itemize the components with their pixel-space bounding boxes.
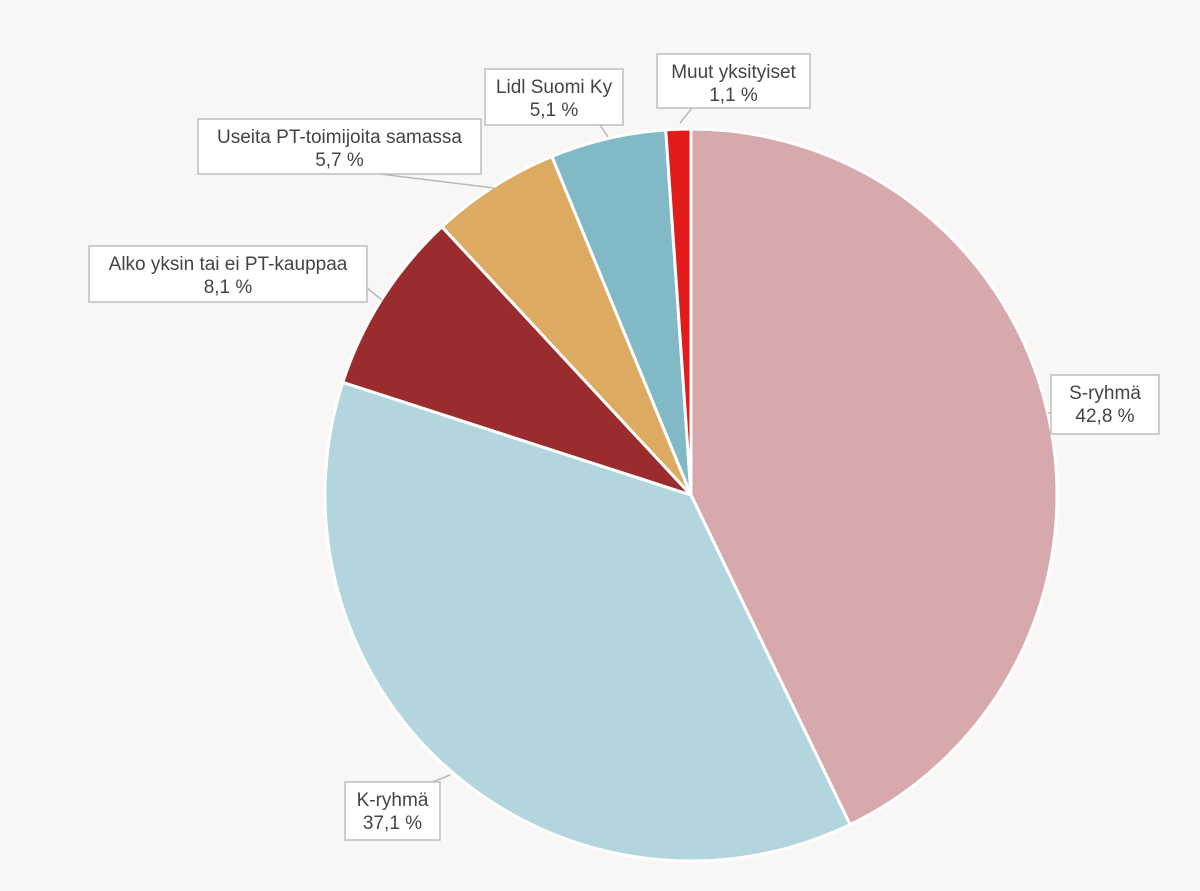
label-box bbox=[484, 68, 624, 126]
leader-line bbox=[599, 124, 609, 138]
slice-name-label: K-ryhmä bbox=[357, 790, 429, 811]
slice-name-label: S-ryhmä bbox=[1069, 383, 1141, 404]
label-box bbox=[88, 245, 368, 303]
slice-value-label: 8,1 % bbox=[204, 277, 253, 298]
leader-line bbox=[679, 107, 693, 124]
slice-name-label: Useita PT-toimijoita samassa bbox=[217, 127, 462, 148]
label-box bbox=[656, 53, 811, 109]
label-box bbox=[1050, 374, 1160, 435]
slice-value-label: 5,1 % bbox=[530, 100, 579, 121]
slice-name-label: Muut yksityiset bbox=[671, 62, 796, 83]
leader-line bbox=[366, 287, 383, 301]
label-box bbox=[344, 781, 441, 841]
pie-slice bbox=[323, 380, 852, 863]
slice-value-label: 42,8 % bbox=[1075, 406, 1134, 427]
slice-value-label: 1,1 % bbox=[709, 85, 758, 106]
leader-line bbox=[379, 173, 495, 189]
slice-value-label: 37,1 % bbox=[363, 813, 422, 834]
pie-slice bbox=[440, 154, 693, 497]
pie-slices bbox=[323, 127, 1059, 863]
slice-label: Lidl Suomi Ky5,1 % bbox=[484, 68, 624, 126]
pie-slice bbox=[664, 127, 693, 497]
label-box bbox=[197, 118, 482, 175]
slice-value-label: 5,7 % bbox=[315, 150, 364, 171]
pie-slice bbox=[341, 225, 693, 497]
pie-slice bbox=[689, 127, 1059, 827]
slice-name-label: Alko yksin tai ei PT-kauppaa bbox=[109, 254, 348, 275]
slice-name-label: Lidl Suomi Ky bbox=[496, 77, 613, 98]
